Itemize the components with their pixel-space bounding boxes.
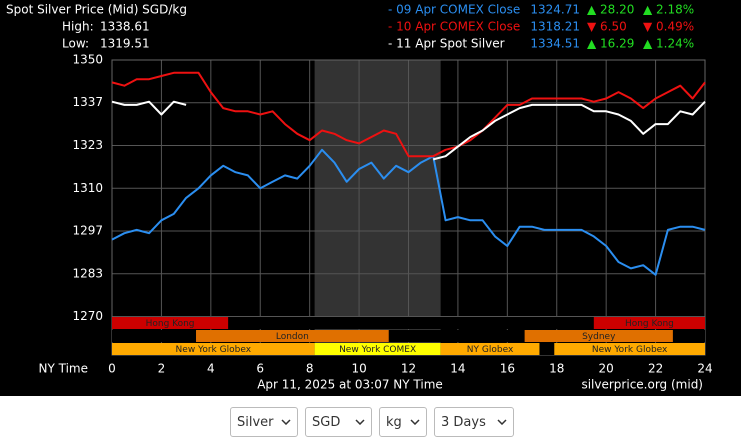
legend-name: - 09 Apr COMEX Close (388, 3, 520, 17)
low-label: Low: (62, 37, 89, 51)
x-tick-label: 20 (599, 362, 614, 376)
arrow-path (355, 419, 365, 425)
source: silverprice.org (mid) (581, 378, 703, 392)
x-tick-label: 22 (648, 362, 663, 376)
x-tick-label: 24 (697, 362, 712, 376)
shaded-range (314, 60, 441, 355)
legend-last: 1324.71 (530, 3, 580, 17)
dropdown-label: Silver (237, 414, 274, 430)
legend-change: ▲ 28.20 (587, 3, 634, 17)
dropdown[interactable]: kg (379, 407, 427, 437)
series-line (111, 148, 706, 276)
series-line (111, 100, 706, 161)
session-bar (440, 343, 540, 355)
session-bar (112, 343, 315, 355)
x-tick-label: 0 (108, 362, 116, 376)
dropdown-label: kg (386, 414, 402, 430)
legend-name: - 10 Apr COMEX Close (388, 20, 520, 34)
session-bar (196, 330, 389, 342)
session-row-bg (112, 317, 705, 329)
legend-last: 1318.21 (530, 20, 580, 34)
session-label: New York COMEX (339, 345, 416, 355)
dropdown[interactable]: Silver (230, 407, 298, 437)
dropdown-arrow (355, 419, 365, 425)
series-line (111, 71, 706, 158)
session-bar (554, 343, 705, 355)
chart: Spot Silver Price (Mid) SGD/kg High: 133… (0, 0, 741, 396)
legend-pct: ▲ 2.18% (643, 3, 694, 17)
session-bar (314, 343, 441, 355)
high-label: High: (62, 20, 94, 34)
x-tick-label: 2 (158, 362, 166, 376)
legend-last: 1334.51 (530, 37, 580, 51)
session-label: Sydney (582, 332, 616, 342)
dropdown-label: SGD (312, 414, 341, 430)
session-label: NY Globex (467, 345, 514, 355)
x-tick-label: 14 (450, 362, 465, 376)
x-tick-label: 8 (306, 362, 314, 376)
timestamp: Apr 11, 2025 at 03:07 NY Time (257, 378, 443, 392)
legend-change: ▲ 16.29 (587, 37, 634, 51)
session-label: Hong Kong (146, 319, 195, 329)
high-value: 1338.61 (100, 20, 150, 34)
y-tick-label: 1310 (72, 181, 103, 195)
arrow-path (281, 419, 291, 425)
y-tick-label: 1270 (72, 309, 103, 323)
chart-title: Spot Silver Price (Mid) SGD/kg (6, 3, 187, 17)
x-tick-label: 12 (401, 362, 416, 376)
low-value: 1319.51 (100, 37, 150, 51)
y-tick-label: 1297 (72, 224, 103, 238)
session-bar (593, 317, 705, 329)
x-tick-label: 16 (500, 362, 515, 376)
dropdown-arrow (497, 419, 507, 425)
session-bar (524, 330, 673, 342)
x-tick-label: 10 (351, 362, 366, 376)
dropdown-label: 3 Days (441, 414, 486, 430)
x-tick-label: 18 (549, 362, 564, 376)
y-tick-label: 1337 (72, 95, 103, 109)
session-label: London (276, 332, 309, 342)
dropdown-arrow (281, 419, 291, 425)
y-tick-label: 1323 (72, 138, 103, 152)
y-tick-label: 1283 (72, 266, 103, 280)
session-label: Hong Kong (625, 319, 674, 329)
arrow-path (410, 419, 420, 425)
controls: Silver SGD kg 3 Days (230, 407, 514, 437)
dropdown[interactable]: SGD (305, 407, 372, 437)
dropdown[interactable]: 3 Days (434, 407, 514, 437)
session-bar (112, 317, 229, 329)
legend-pct: ▲ 1.24% (643, 37, 694, 51)
legend-name: - 11 Apr Spot Silver (388, 37, 505, 51)
x-axis-label: NY Time (39, 362, 89, 376)
x-tick-label: 4 (207, 362, 215, 376)
x-tick-label: 6 (256, 362, 264, 376)
session-label: New York Globex (176, 345, 252, 355)
y-tick-label: 1350 (72, 53, 103, 67)
legend-pct: ▼ 0.49% (643, 20, 694, 34)
session-label: New York Globex (592, 345, 668, 355)
legend-change: ▼ 6.50 (587, 20, 627, 34)
arrow-path (497, 419, 507, 425)
dropdown-arrow (410, 419, 420, 425)
